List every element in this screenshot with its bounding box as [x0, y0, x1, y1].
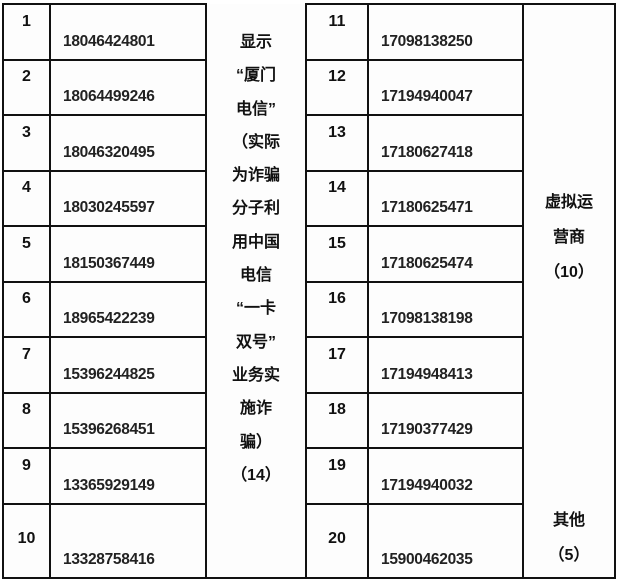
operator-note-cell: 虚拟运营商 （10） 其他 （5） [522, 3, 616, 579]
note-line: （10） [544, 264, 594, 281]
phone-number: 13365929149 [49, 447, 207, 505]
row-index: 12 [305, 58, 369, 116]
row-index: 4 [2, 169, 51, 227]
phone-number: 17194940047 [367, 58, 524, 116]
note-line: 用中国 [231, 233, 280, 251]
phone-number: 18965422239 [49, 280, 207, 338]
table-row: 1 18046424801 显示 “厦门电信” （实际为诈骗分子利用中国电信 “一卡双号… [2, 3, 616, 579]
table-row: 9 13365929149 19 17194940032 [2, 447, 615, 505]
row-index: 13 [305, 114, 369, 172]
row-index: 14 [305, 169, 369, 227]
row-index: 19 [305, 447, 369, 505]
table-row: 8 15396268451 18 17190377429 [2, 391, 615, 449]
phone-number: 18046424801 [49, 3, 207, 61]
phone-number: 15396244825 [49, 336, 207, 394]
table-row: 2 18064499246 12 17194940047 [2, 58, 615, 116]
row-index: 20 [305, 502, 369, 579]
note-line: 电信” [235, 100, 276, 118]
row-index: 6 [2, 280, 51, 338]
table-row: 7 15396244825 17 17194948413 [2, 336, 615, 394]
note-line: “厦门 [235, 67, 276, 85]
phone-number: 18030245597 [49, 169, 207, 227]
note-line: 分子利 [231, 200, 280, 218]
phone-number: 15900462035 [367, 502, 524, 579]
phone-number: 17098138250 [367, 3, 524, 61]
note-line: 虚拟运 [544, 194, 593, 211]
telecom-note-cell: 显示 “厦门电信” （实际为诈骗分子利用中国电信 “一卡双号” 业务实施诈骗） （14） [205, 4, 307, 579]
row-index: 3 [2, 114, 51, 172]
table-row: 6 18965422239 16 17098138198 [2, 280, 615, 338]
note-line: 营商 [552, 229, 585, 246]
row-index: 11 [305, 3, 369, 61]
table-row: 5 18150367449 15 17180625474 [2, 225, 615, 283]
phone-number: 13328758416 [49, 502, 207, 579]
phone-number: 17194948413 [367, 336, 524, 394]
virtual-operator-label: 虚拟运营商 （10） [524, 185, 614, 290]
note-line: 施诈 [239, 400, 272, 418]
note-line: 其他 [552, 511, 585, 529]
phone-number: 18064499246 [49, 58, 207, 116]
phone-number: 18046320495 [49, 114, 207, 172]
note-line: 显示 [239, 34, 272, 51]
table-row: 3 18046320495 13 17180627418 [2, 114, 615, 172]
note-line: 为诈骗 [231, 167, 280, 185]
phone-number: 17180625474 [367, 225, 524, 283]
note-line: “一卡 [235, 300, 276, 318]
phone-number: 17098138198 [367, 280, 524, 338]
phone-number: 17190377429 [367, 391, 524, 449]
row-index: 17 [305, 336, 369, 394]
note-line: 双号” [235, 333, 276, 351]
phone-number: 18150367449 [49, 225, 207, 283]
row-index: 1 [2, 3, 51, 61]
row-index: 7 [2, 336, 51, 394]
table-row: 10 13328758416 20 15900462035 [2, 502, 615, 579]
row-index: 18 [305, 391, 369, 449]
phone-number: 17180625471 [367, 169, 524, 227]
row-index: 8 [2, 391, 51, 449]
note-line: （5） [548, 546, 590, 564]
note-line: 骗） [239, 433, 272, 451]
phone-number: 17180627418 [367, 114, 524, 172]
row-index: 5 [2, 225, 51, 283]
phone-number: 15396268451 [49, 391, 207, 449]
row-index: 10 [2, 502, 51, 579]
note-line: （实际 [231, 133, 280, 151]
row-index: 16 [305, 280, 369, 338]
phone-number-table: 1 18046424801 显示 “厦门电信” （实际为诈骗分子利用中国电信 “一卡双号… [2, 3, 616, 579]
row-index: 9 [2, 447, 51, 505]
row-index: 2 [2, 58, 51, 116]
other-label: 其他 （5） [524, 503, 614, 573]
phone-number: 17194940032 [367, 447, 524, 505]
row-index: 15 [305, 225, 369, 283]
table-row: 4 18030245597 14 17180625471 [2, 169, 615, 227]
note-line: （14） [231, 466, 281, 484]
note-line: 业务实 [231, 366, 280, 384]
note-line: 电信 [239, 267, 272, 285]
